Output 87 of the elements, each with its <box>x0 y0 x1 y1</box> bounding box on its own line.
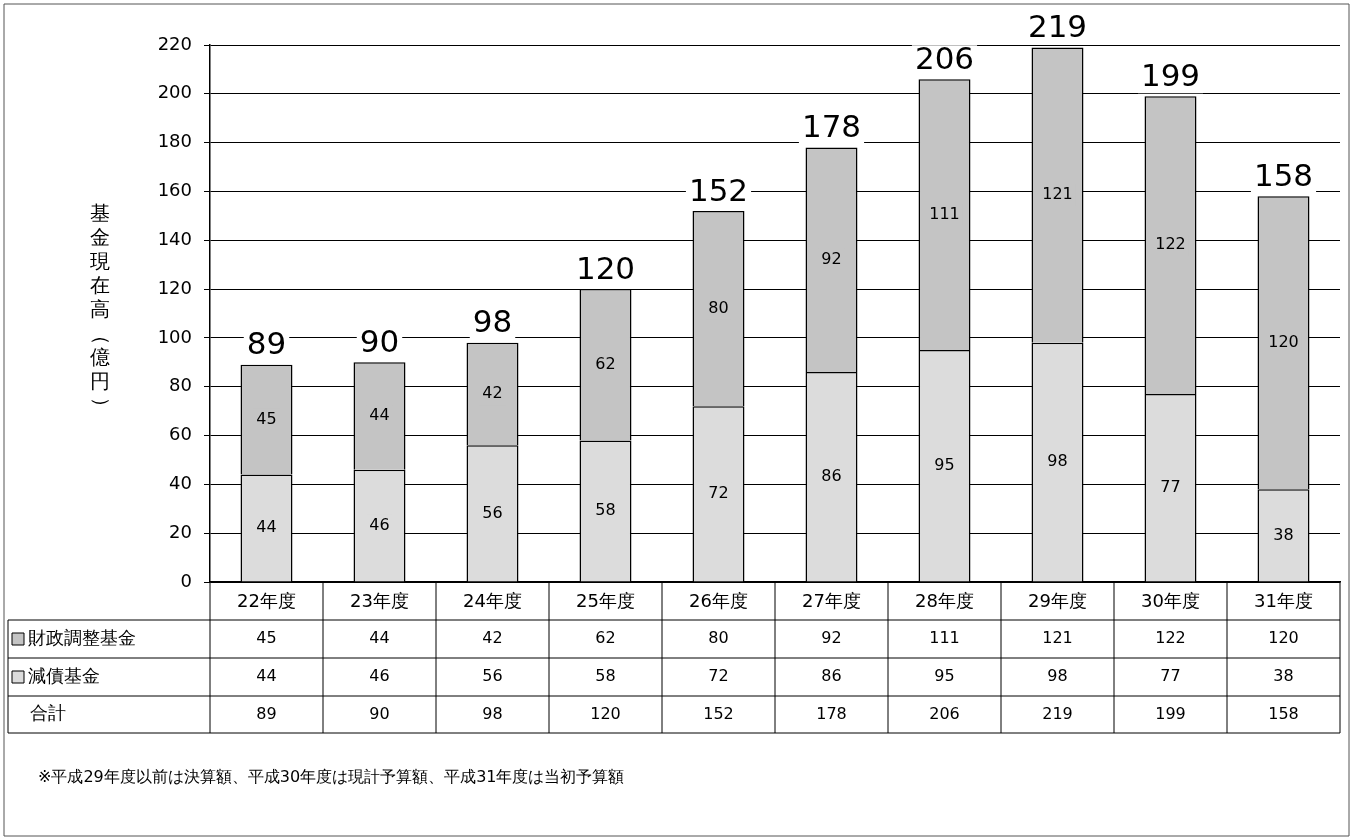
data-label: 38 <box>1273 666 1294 686</box>
text: 120 <box>1268 331 1299 351</box>
total-label: 178 <box>801 108 862 145</box>
text: 98 <box>1047 451 1068 471</box>
data-label: 122 <box>1155 628 1186 648</box>
y-tick-label: 220 <box>157 32 192 54</box>
data-label: 86 <box>821 666 842 686</box>
x-tick-label: 22年度 <box>237 590 296 612</box>
text: 72 <box>708 483 729 503</box>
text: 42 <box>482 383 503 403</box>
data-label: 58 <box>595 666 616 686</box>
y-tick-label: 120 <box>157 276 192 298</box>
y-tick-label: 180 <box>157 130 192 152</box>
data-label: 121 <box>1042 628 1073 648</box>
x-tick-label: 30年度 <box>1141 590 1200 612</box>
data-label: 56 <box>482 666 503 686</box>
text: 基金現在高（億円） <box>89 201 114 417</box>
text: 62 <box>595 353 616 373</box>
data-label: 44 <box>369 628 390 648</box>
text: 86 <box>821 465 842 485</box>
text: 219 <box>1042 703 1073 723</box>
data-label: 62 <box>595 628 616 648</box>
data-label: 111 <box>929 628 960 648</box>
text: 89 <box>256 703 277 723</box>
data-label: 44 <box>256 666 277 686</box>
data-label: 95 <box>934 666 955 686</box>
text: 111 <box>929 203 960 223</box>
y-tick-label: 160 <box>157 179 192 201</box>
text: 38 <box>1273 524 1294 544</box>
y-tick-label: 40 <box>169 472 192 494</box>
y-tick-label: 100 <box>157 325 192 347</box>
total-label: 206 <box>914 39 975 76</box>
text: 158 <box>1268 703 1299 723</box>
text: 45 <box>256 408 277 428</box>
x-tick-label: 28年度 <box>915 590 974 612</box>
text: 44 <box>369 405 390 425</box>
text: 98 <box>482 703 503 723</box>
x-tick-label: 25年度 <box>576 590 635 612</box>
text: 46 <box>369 514 390 534</box>
text: 178 <box>816 703 847 723</box>
text: 206 <box>929 703 960 723</box>
x-tick-label: 24年度 <box>463 590 522 612</box>
text: ※平成29年度以前は決算額、平成30年度は現計予算額、平成31年度は当初予算額 <box>38 767 625 787</box>
text: 199 <box>1155 703 1186 723</box>
text: 合計 <box>30 702 66 724</box>
text: 77 <box>1160 476 1181 496</box>
total-label: 199 <box>1140 56 1201 93</box>
x-tick-label: 23年度 <box>350 590 409 612</box>
y-tick-label: 20 <box>169 520 192 542</box>
text: 152 <box>703 703 734 723</box>
x-tick-label: 31年度 <box>1254 590 1313 612</box>
y-tick-label: 80 <box>169 374 192 396</box>
total-label: 120 <box>575 249 636 286</box>
data-label: 98 <box>1047 666 1068 686</box>
total-label: 152 <box>688 171 749 208</box>
text: 92 <box>821 248 842 268</box>
text: 120 <box>590 703 621 723</box>
data-label: 72 <box>708 666 729 686</box>
legend-label: 財政調整基金 <box>28 626 136 648</box>
text: 58 <box>595 500 616 520</box>
x-tick-label: 26年度 <box>689 590 748 612</box>
y-tick-label: 0 <box>180 569 192 591</box>
data-label: 80 <box>708 628 729 648</box>
data-label: 45 <box>256 628 277 648</box>
x-tick-label: 27年度 <box>802 590 861 612</box>
total-label: 98 <box>472 303 513 340</box>
y-tick-label: 140 <box>157 227 192 249</box>
text: 56 <box>482 502 503 522</box>
legend-label: 減債基金 <box>28 664 100 686</box>
total-label: 219 <box>1027 7 1088 44</box>
x-tick-label: 29年度 <box>1028 590 1087 612</box>
y-tick-label: 200 <box>157 81 192 103</box>
data-label: 77 <box>1160 666 1181 686</box>
data-label: 46 <box>369 666 390 686</box>
text: 80 <box>708 297 729 317</box>
data-label: 92 <box>821 628 842 648</box>
data-label: 42 <box>482 628 503 648</box>
total-label: 89 <box>246 325 287 362</box>
text: 95 <box>934 454 955 474</box>
text: 121 <box>1042 184 1073 204</box>
total-label: 90 <box>359 322 400 359</box>
y-tick-label: 60 <box>169 423 192 445</box>
text: 90 <box>369 703 390 723</box>
text: 122 <box>1155 234 1186 254</box>
data-label: 120 <box>1268 628 1299 648</box>
text: 44 <box>256 517 277 537</box>
total-label: 158 <box>1253 156 1314 193</box>
